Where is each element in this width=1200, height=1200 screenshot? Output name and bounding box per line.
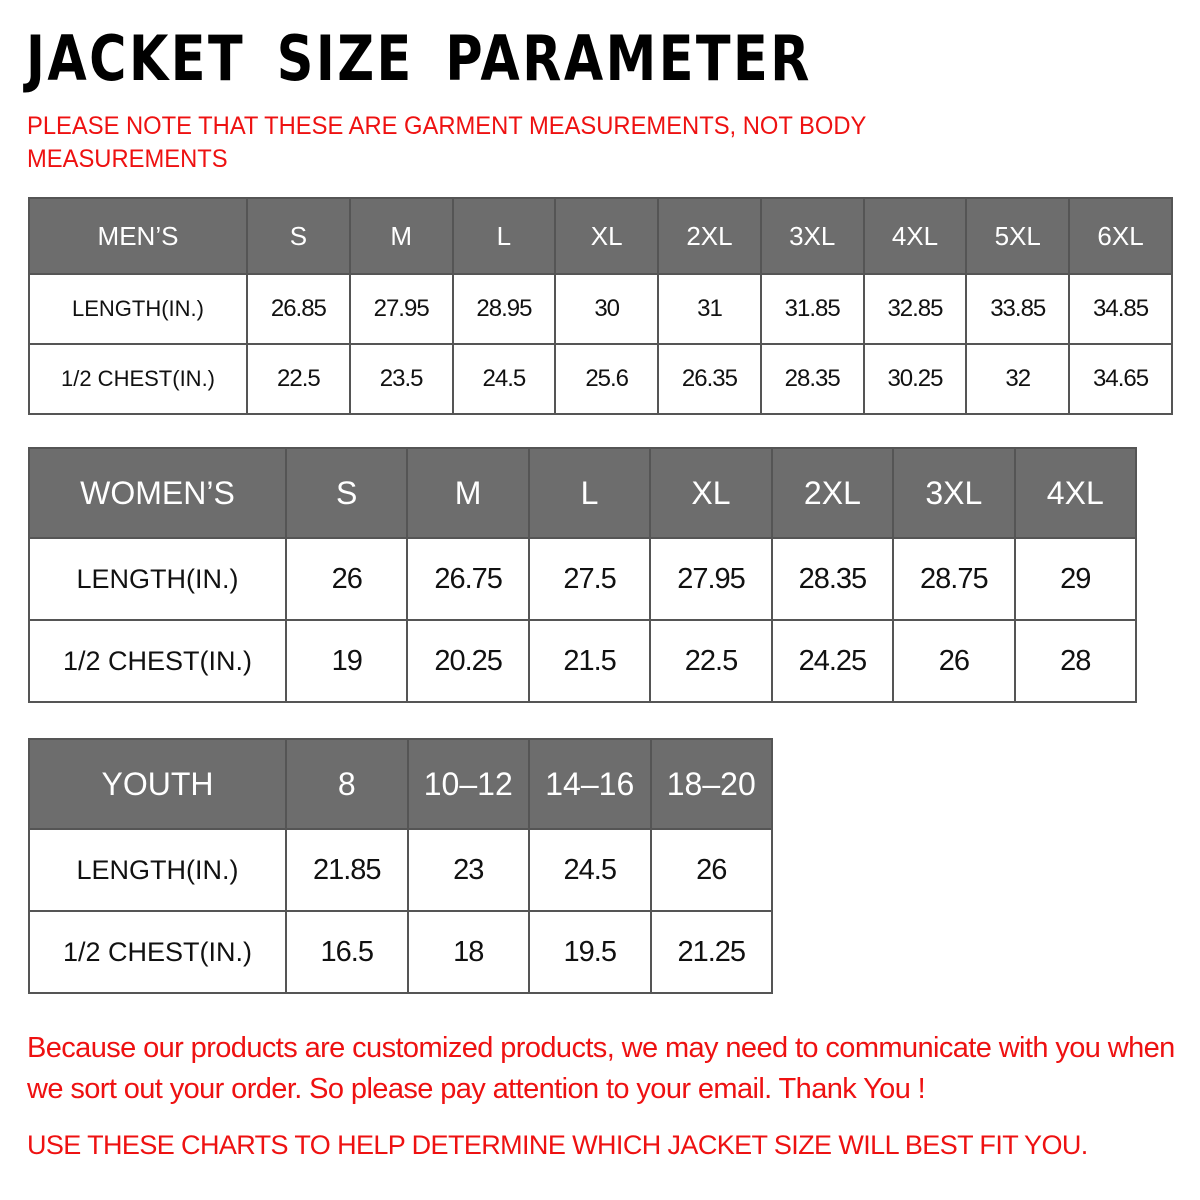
customization-message: Because our products are customized prod… [27, 1032, 1175, 1105]
size-header: 2XL [657, 197, 762, 275]
page-title: JACKET SIZE PARAMETER [26, 22, 812, 95]
category-label: WOMEN’S [28, 447, 287, 539]
measurement-cell: 24.5 [528, 828, 652, 912]
measurement-cell: 18 [406, 910, 530, 994]
size-header: S [246, 197, 351, 275]
measurement-cell: 28 [1013, 619, 1138, 703]
measurement-cell: 28.75 [892, 537, 1016, 621]
measurement-cell: 31 [657, 273, 762, 345]
measurement-cell: 28.95 [451, 273, 557, 345]
size-header: 4XL [1013, 447, 1138, 539]
row-label: LENGTH(IN.) [28, 273, 248, 345]
measurement-note: PLEASE NOTE THAT THESE ARE GARMENT MEASU… [27, 112, 866, 173]
row-label: LENGTH(IN.) [28, 537, 287, 621]
measurement-cell: 21.25 [649, 910, 773, 994]
measurement-cell: 26.75 [406, 537, 530, 621]
table-row: LENGTH(IN.) 21.85 23 24.5 26 [28, 828, 773, 912]
measurement-cell: 22.5 [246, 343, 351, 415]
measurement-cell: 26 [892, 619, 1016, 703]
size-header: 14–16 [528, 738, 652, 830]
measurement-cell: 27.95 [348, 273, 454, 345]
measurement-cell: 19.5 [528, 910, 652, 994]
measurement-cell: 22.5 [649, 619, 773, 703]
table-row: 1/2 CHEST(IN.) 22.5 23.5 24.5 25.6 26.35 28.35… [28, 343, 1173, 415]
size-header: 18–20 [649, 738, 773, 830]
size-header: L [527, 447, 652, 539]
table-row: 1/2 CHEST(IN.) 16.5 18 19.5 21.25 [28, 910, 773, 994]
category-label: YOUTH [28, 738, 287, 830]
measurement-cell: 16.5 [285, 910, 409, 994]
womens-size-table: WOMEN’S S M L XL 2XL 3XL 4XL LENGTH(IN.) 26 26.75 2… [28, 447, 1138, 703]
size-header: 5XL [965, 197, 1071, 275]
size-header: XL [554, 197, 660, 275]
size-header: M [348, 197, 454, 275]
size-header: 6XL [1068, 197, 1173, 275]
size-header: 3XL [759, 197, 865, 275]
measurement-cell: 27.5 [527, 537, 652, 621]
size-header: 4XL [862, 197, 968, 275]
row-label: 1/2 CHEST(IN.) [28, 619, 287, 703]
measurement-cell: 27.95 [649, 537, 773, 621]
measurement-cell: 34.65 [1068, 343, 1173, 415]
measurement-cell: 28.35 [759, 343, 865, 415]
measurement-cell: 26.85 [246, 273, 351, 345]
fit-instruction: USE THESE CHARTS TO HELP DETERMINE WHICH… [27, 1130, 1088, 1160]
measurement-cell: 32 [965, 343, 1071, 415]
measurement-cell: 34.85 [1068, 273, 1173, 345]
measurement-cell: 28.35 [770, 537, 895, 621]
header-row: YOUTH 8 10–12 14–16 18–20 [28, 738, 773, 830]
size-header: L [451, 197, 557, 275]
measurement-cell: 24.25 [770, 619, 895, 703]
measurement-cell: 25.6 [554, 343, 660, 415]
measurement-cell: 23 [406, 828, 530, 912]
table-row: LENGTH(IN.) 26 26.75 27.5 27.95 28.35 28.75 29 [28, 537, 1138, 621]
table-row: 1/2 CHEST(IN.) 19 20.25 21.5 22.5 24.25 26 28 [28, 619, 1138, 703]
measurement-cell: 21.5 [527, 619, 652, 703]
measurement-cell: 23.5 [348, 343, 454, 415]
measurement-cell: 20.25 [406, 619, 530, 703]
measurement-cell: 30.25 [862, 343, 968, 415]
measurement-cell: 30 [554, 273, 660, 345]
size-header: 3XL [892, 447, 1016, 539]
measurement-cell: 29 [1013, 537, 1138, 621]
size-header: M [406, 447, 530, 539]
measurement-cell: 26.35 [657, 343, 762, 415]
measurement-cell: 31.85 [759, 273, 865, 345]
mens-size-table: MEN’S S M L XL 2XL 3XL 4XL 5XL 6XL LENGTH(IN.) 26.8… [28, 197, 1173, 415]
row-label: LENGTH(IN.) [28, 828, 287, 912]
measurement-cell: 32.85 [862, 273, 968, 345]
measurement-cell: 26 [284, 537, 409, 621]
size-header: XL [649, 447, 773, 539]
header-row: MEN’S S M L XL 2XL 3XL 4XL 5XL 6XL [28, 197, 1173, 275]
category-label: MEN’S [28, 197, 248, 275]
youth-size-table: YOUTH 8 10–12 14–16 18–20 LENGTH(IN.) 21.85 23 2… [28, 738, 773, 994]
measurement-cell: 26 [649, 828, 773, 912]
row-label: 1/2 CHEST(IN.) [28, 343, 248, 415]
row-label: 1/2 CHEST(IN.) [28, 910, 287, 994]
measurement-cell: 24.5 [451, 343, 557, 415]
header-row: WOMEN’S S M L XL 2XL 3XL 4XL [28, 447, 1138, 539]
size-header: 8 [285, 738, 409, 830]
measurement-cell: 19 [284, 619, 409, 703]
measurement-cell: 21.85 [285, 828, 409, 912]
table-row: LENGTH(IN.) 26.85 27.95 28.95 30 31 31.85 32.85… [28, 273, 1173, 345]
size-header: S [284, 447, 409, 539]
size-header: 2XL [770, 447, 895, 539]
size-header: 10–12 [406, 738, 530, 830]
measurement-cell: 33.85 [965, 273, 1071, 345]
